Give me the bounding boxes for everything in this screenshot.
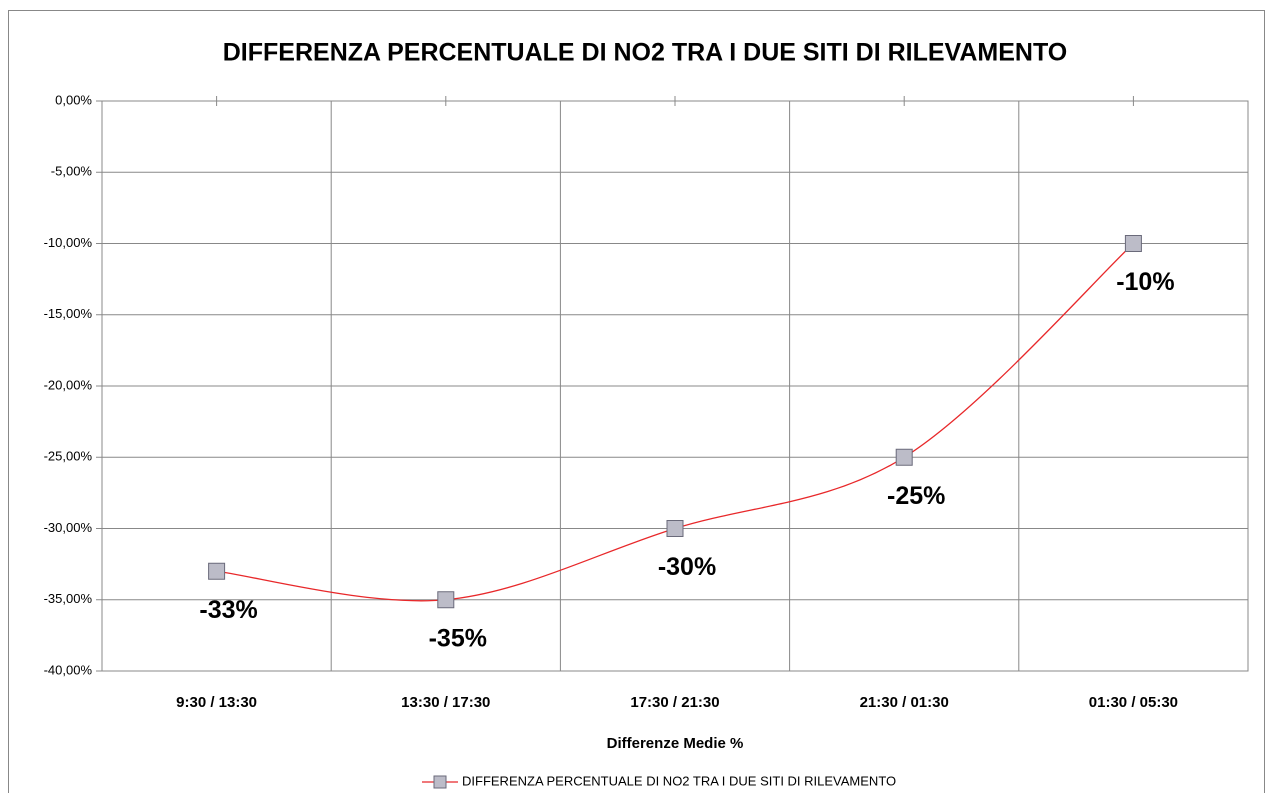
y-tick-label: -20,00% — [44, 377, 93, 392]
point-marker — [437, 591, 455, 609]
legend-label: DIFFERENZA PERCENTUALE DI NO2 TRA I DUE … — [462, 773, 896, 788]
data-label: -25% — [887, 482, 945, 510]
y-tick-label: -35,00% — [44, 591, 93, 606]
point-marker — [208, 562, 226, 580]
data-label: -33% — [199, 596, 257, 624]
x-tick-label: 17:30 / 21:30 — [630, 694, 719, 711]
data-label: -35% — [429, 624, 487, 652]
x-tick-label: 01:30 / 05:30 — [1089, 694, 1178, 711]
y-tick-label: -15,00% — [44, 306, 93, 321]
legend-marker — [433, 775, 447, 789]
x-tick-label: 13:30 / 17:30 — [401, 694, 490, 711]
y-tick-label: 0,00% — [55, 92, 92, 107]
point-marker — [895, 448, 913, 466]
x-axis-label: Differenze Medie % — [607, 735, 744, 752]
chart-title: DIFFERENZA PERCENTUALE DI NO2 TRA I DUE … — [223, 39, 1067, 67]
y-tick-label: -10,00% — [44, 235, 93, 250]
point-marker — [1124, 235, 1142, 252]
y-tick-label: -40,00% — [44, 662, 93, 677]
y-tick-label: -5,00% — [51, 164, 93, 179]
x-tick-label: 9:30 / 13:30 — [176, 694, 257, 711]
y-tick-label: -25,00% — [44, 449, 93, 464]
data-label: -10% — [1116, 268, 1174, 296]
y-tick-label: -30,00% — [44, 520, 93, 535]
chart-border — [8, 10, 1265, 793]
x-tick-label: 21:30 / 01:30 — [860, 694, 949, 711]
point-marker — [666, 520, 684, 537]
data-label: -30% — [658, 553, 716, 581]
